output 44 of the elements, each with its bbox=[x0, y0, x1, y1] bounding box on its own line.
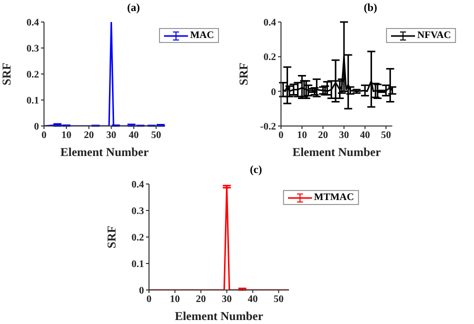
x-tick-label: 50 bbox=[151, 130, 162, 142]
y-tick-label: 0 bbox=[271, 86, 276, 98]
x-tick-label: 30 bbox=[338, 130, 349, 142]
x-tick-label: 20 bbox=[84, 130, 94, 142]
legend-label: MAC bbox=[190, 30, 214, 41]
y-tick-label: 0.4 bbox=[264, 18, 276, 29]
x-tick-label: 40 bbox=[248, 294, 258, 306]
x-tick-label: 40 bbox=[128, 130, 139, 142]
y-tick-label: 0 bbox=[139, 286, 144, 297]
y-tick-label: 0.2 bbox=[132, 232, 144, 244]
x-axis-title: Element Number bbox=[174, 309, 264, 323]
x-tick-label: 20 bbox=[196, 294, 206, 306]
x-tick-label: 30 bbox=[222, 294, 232, 306]
x-axis-title: Element Number bbox=[60, 145, 150, 159]
x-tick-label: 50 bbox=[380, 130, 391, 142]
x-tick-label: 0 bbox=[42, 130, 46, 142]
y-axis-title: SRF bbox=[104, 226, 118, 248]
legend-label: MTMAC bbox=[314, 192, 354, 203]
y-axis-title: SRF bbox=[0, 62, 14, 86]
y-tick-label: 0.1 bbox=[26, 96, 39, 107]
y-tick-label: 0.3 bbox=[26, 44, 39, 55]
x-axis-title: Element Number bbox=[292, 145, 382, 159]
chart-title: (a) bbox=[126, 1, 141, 16]
y-tick-label: 0.1 bbox=[132, 259, 144, 270]
x-tick-label: 10 bbox=[296, 130, 307, 142]
y-tick-label: 0.2 bbox=[26, 70, 39, 81]
x-tick-label: 30 bbox=[106, 130, 116, 142]
chart-title: (b) bbox=[362, 1, 378, 16]
chart-title: (c) bbox=[248, 163, 264, 178]
x-tick-label: 40 bbox=[360, 130, 370, 142]
y-tick-label: 0.4 bbox=[26, 18, 39, 29]
x-tick-label: 50 bbox=[274, 294, 284, 306]
x-tick-label: 0 bbox=[278, 130, 284, 142]
x-tick-label: 0 bbox=[146, 294, 152, 306]
y-tick-label: 0.3 bbox=[132, 206, 144, 218]
x-tick-label: 10 bbox=[61, 130, 72, 142]
y-tick-label: 0.4 bbox=[132, 180, 144, 191]
y-tick-label: -0.2 bbox=[260, 122, 276, 133]
x-tick-label: 10 bbox=[170, 294, 180, 306]
legend-label: NFVAC bbox=[417, 30, 451, 41]
x-tick-label: 20 bbox=[318, 130, 328, 142]
y-tick-label: 0.2 bbox=[264, 52, 276, 64]
y-tick-label: 0 bbox=[34, 122, 39, 133]
y-axis-title: SRF bbox=[236, 62, 250, 86]
